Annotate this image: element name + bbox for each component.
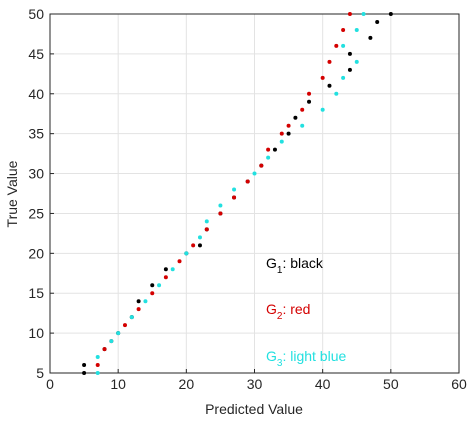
point bbox=[354, 59, 359, 64]
x-tick-label: 0 bbox=[46, 376, 54, 392]
point bbox=[334, 91, 339, 96]
y-tick-label: 45 bbox=[28, 46, 44, 62]
annotation: G3: light blue bbox=[266, 348, 346, 369]
point bbox=[279, 131, 284, 136]
point bbox=[109, 339, 114, 344]
annotation: G1: black bbox=[266, 255, 324, 276]
point bbox=[347, 67, 352, 72]
point bbox=[136, 299, 141, 304]
point bbox=[150, 283, 155, 288]
point bbox=[204, 219, 209, 224]
point bbox=[341, 43, 346, 48]
point bbox=[163, 275, 168, 280]
y-axis-label: True Value bbox=[4, 160, 20, 227]
point bbox=[232, 195, 237, 200]
point bbox=[170, 267, 175, 272]
point bbox=[279, 139, 284, 144]
point bbox=[375, 19, 380, 24]
point bbox=[252, 171, 257, 176]
annotation-text: G bbox=[266, 301, 277, 317]
point bbox=[307, 99, 312, 104]
point bbox=[95, 355, 100, 360]
point bbox=[259, 163, 264, 168]
point bbox=[266, 147, 271, 152]
point bbox=[286, 123, 291, 128]
point bbox=[218, 203, 223, 208]
point bbox=[129, 315, 134, 320]
point bbox=[82, 363, 87, 368]
x-tick-label: 60 bbox=[451, 376, 467, 392]
x-tick-label: 20 bbox=[179, 376, 195, 392]
point bbox=[116, 331, 121, 336]
y-tick-label: 40 bbox=[28, 86, 44, 102]
point bbox=[95, 371, 100, 375]
annotation-rest: : red bbox=[282, 301, 310, 317]
annotation-text: G bbox=[266, 348, 277, 364]
point bbox=[307, 91, 312, 96]
x-tick-label: 10 bbox=[110, 376, 126, 392]
point bbox=[197, 243, 202, 248]
point bbox=[361, 12, 366, 16]
point bbox=[327, 59, 332, 64]
point bbox=[300, 107, 305, 112]
x-tick-label: 50 bbox=[383, 376, 399, 392]
plot-frame bbox=[49, 13, 460, 374]
point bbox=[293, 115, 298, 120]
annotation-sub: 1 bbox=[277, 265, 283, 276]
y-tick-label: 5 bbox=[36, 365, 44, 381]
point bbox=[197, 235, 202, 240]
point bbox=[272, 147, 277, 152]
y-tick-label: 35 bbox=[28, 126, 44, 142]
point bbox=[320, 107, 325, 112]
annotation-sub: 2 bbox=[277, 311, 283, 322]
point bbox=[218, 211, 223, 216]
point bbox=[354, 27, 359, 32]
point bbox=[320, 75, 325, 80]
annotation: G2: red bbox=[266, 301, 310, 322]
point bbox=[157, 283, 162, 288]
point bbox=[122, 323, 127, 328]
point bbox=[334, 43, 339, 48]
y-tick-label: 10 bbox=[28, 325, 44, 341]
point bbox=[347, 51, 352, 56]
x-axis-label: Predicted Value bbox=[205, 401, 303, 417]
point bbox=[184, 251, 189, 256]
point bbox=[102, 347, 107, 352]
point bbox=[150, 291, 155, 296]
point bbox=[136, 307, 141, 312]
point bbox=[191, 243, 196, 248]
point bbox=[347, 12, 352, 16]
point bbox=[82, 371, 87, 375]
point bbox=[245, 179, 250, 184]
point bbox=[232, 187, 237, 192]
point bbox=[163, 267, 168, 272]
y-tick-label: 15 bbox=[28, 285, 44, 301]
point bbox=[177, 259, 182, 264]
annotation-rest: : black bbox=[282, 255, 323, 271]
point bbox=[300, 123, 305, 128]
x-tick-label: 40 bbox=[315, 376, 331, 392]
point bbox=[368, 35, 373, 40]
y-tick-label: 25 bbox=[28, 205, 44, 221]
point bbox=[327, 83, 332, 88]
point bbox=[286, 131, 291, 136]
y-tick-label: 30 bbox=[28, 166, 44, 182]
x-tick-label: 30 bbox=[247, 376, 263, 392]
point bbox=[341, 75, 346, 80]
point bbox=[266, 155, 271, 160]
annotation-text: G bbox=[266, 255, 277, 271]
annotation-rest: : light blue bbox=[282, 348, 346, 364]
y-tick-label: 20 bbox=[28, 245, 44, 261]
point bbox=[341, 27, 346, 32]
point bbox=[204, 227, 209, 232]
annotation-sub: 3 bbox=[277, 358, 283, 369]
y-tick-label: 50 bbox=[28, 6, 44, 22]
point bbox=[143, 299, 148, 304]
point bbox=[388, 12, 393, 16]
point bbox=[95, 363, 100, 368]
